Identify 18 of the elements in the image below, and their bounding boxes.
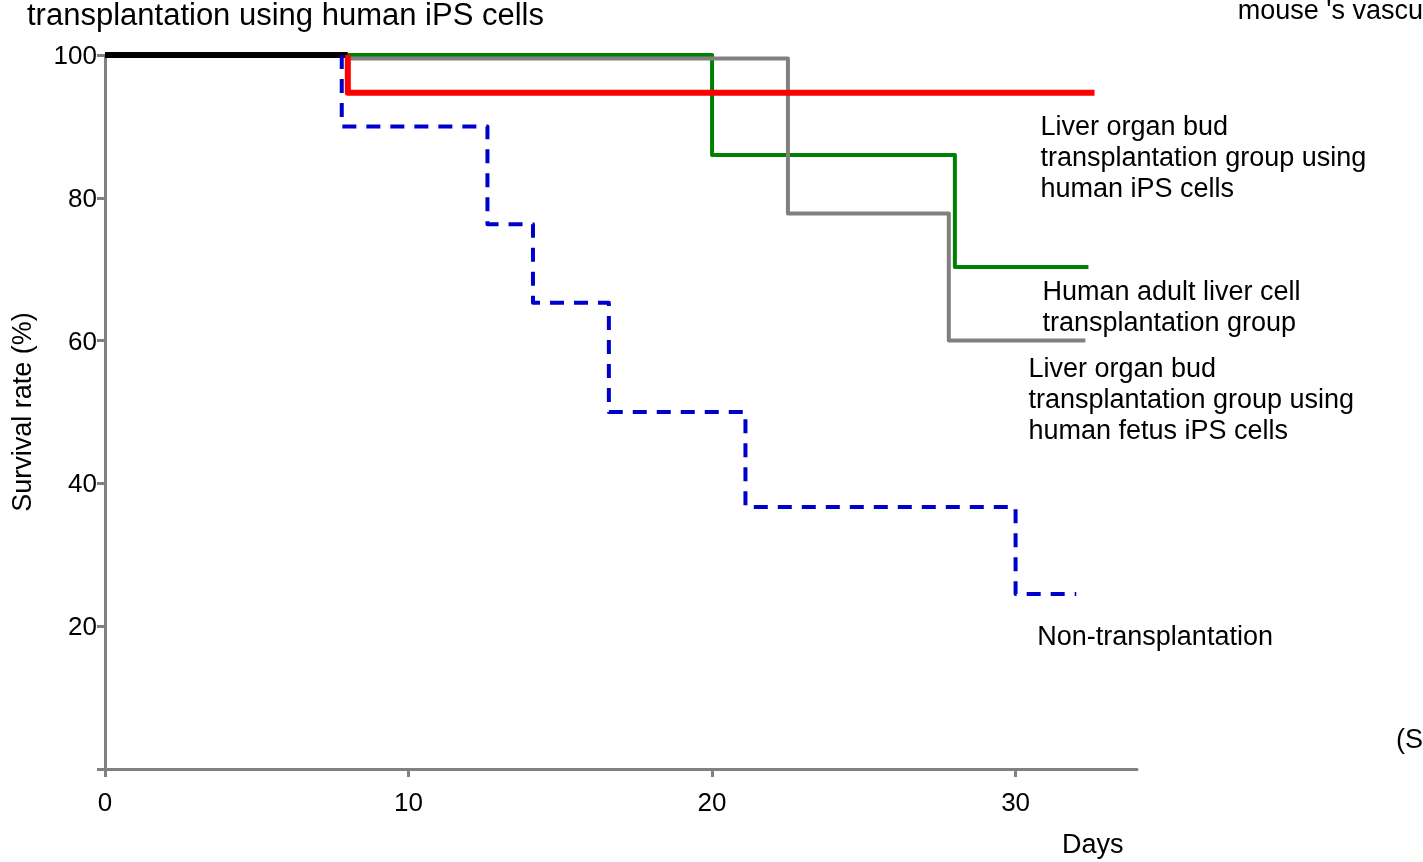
x-tick-label: 0 [97, 787, 113, 817]
y-tick-label: 40 [68, 468, 97, 499]
y-tick-label: 80 [68, 182, 97, 213]
x-axis-title: Days [1062, 828, 1124, 859]
text: (S [1396, 723, 1423, 754]
x-tick-label: 30 [1001, 787, 1031, 817]
series-label: Liver organ bud transplantation group using human iPS cells [1040, 111, 1374, 204]
series-label: Liver organ bud transplantation group using human fetus iPS cells [1028, 353, 1362, 446]
y-tick-label: 100 [53, 40, 97, 70]
series-label: Human adult liver cell transplantation group [1042, 275, 1309, 337]
y-tick-label: 60 [68, 325, 97, 356]
text: mouse 's vascu [1237, 0, 1423, 25]
chart-title: transplantation using human iPS cells [27, 0, 544, 32]
series-label: Non-transplantation [1037, 620, 1273, 651]
x-tick-label: 20 [697, 787, 727, 817]
y-tick-label: 20 [68, 611, 97, 642]
y-axis-title: Survival rate (%) [6, 312, 37, 512]
x-tick-label: 10 [394, 787, 423, 817]
